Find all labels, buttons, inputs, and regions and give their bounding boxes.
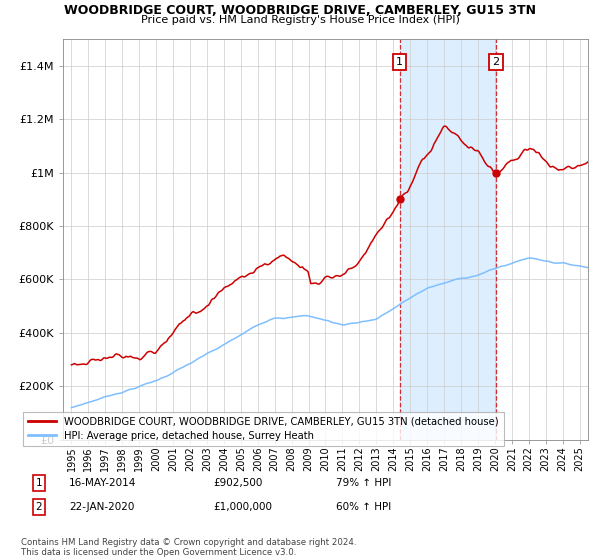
Text: 79% ↑ HPI: 79% ↑ HPI [336,478,391,488]
Text: 22-JAN-2020: 22-JAN-2020 [69,502,134,512]
Text: 60% ↑ HPI: 60% ↑ HPI [336,502,391,512]
Legend: WOODBRIDGE COURT, WOODBRIDGE DRIVE, CAMBERLEY, GU15 3TN (detached house), HPI: A: WOODBRIDGE COURT, WOODBRIDGE DRIVE, CAMB… [23,412,503,446]
Text: Price paid vs. HM Land Registry's House Price Index (HPI): Price paid vs. HM Land Registry's House … [140,15,460,25]
Text: 2: 2 [35,502,43,512]
Text: WOODBRIDGE COURT, WOODBRIDGE DRIVE, CAMBERLEY, GU15 3TN: WOODBRIDGE COURT, WOODBRIDGE DRIVE, CAMB… [64,4,536,17]
Text: 16-MAY-2014: 16-MAY-2014 [69,478,136,488]
Bar [400,39,496,440]
Text: Contains HM Land Registry data © Crown copyright and database right 2024.
This d: Contains HM Land Registry data © Crown c… [21,538,356,557]
Text: £902,500: £902,500 [213,478,262,488]
Text: 2: 2 [493,57,499,67]
Text: 1: 1 [35,478,43,488]
Text: £1,000,000: £1,000,000 [213,502,272,512]
Text: 1: 1 [396,57,403,67]
